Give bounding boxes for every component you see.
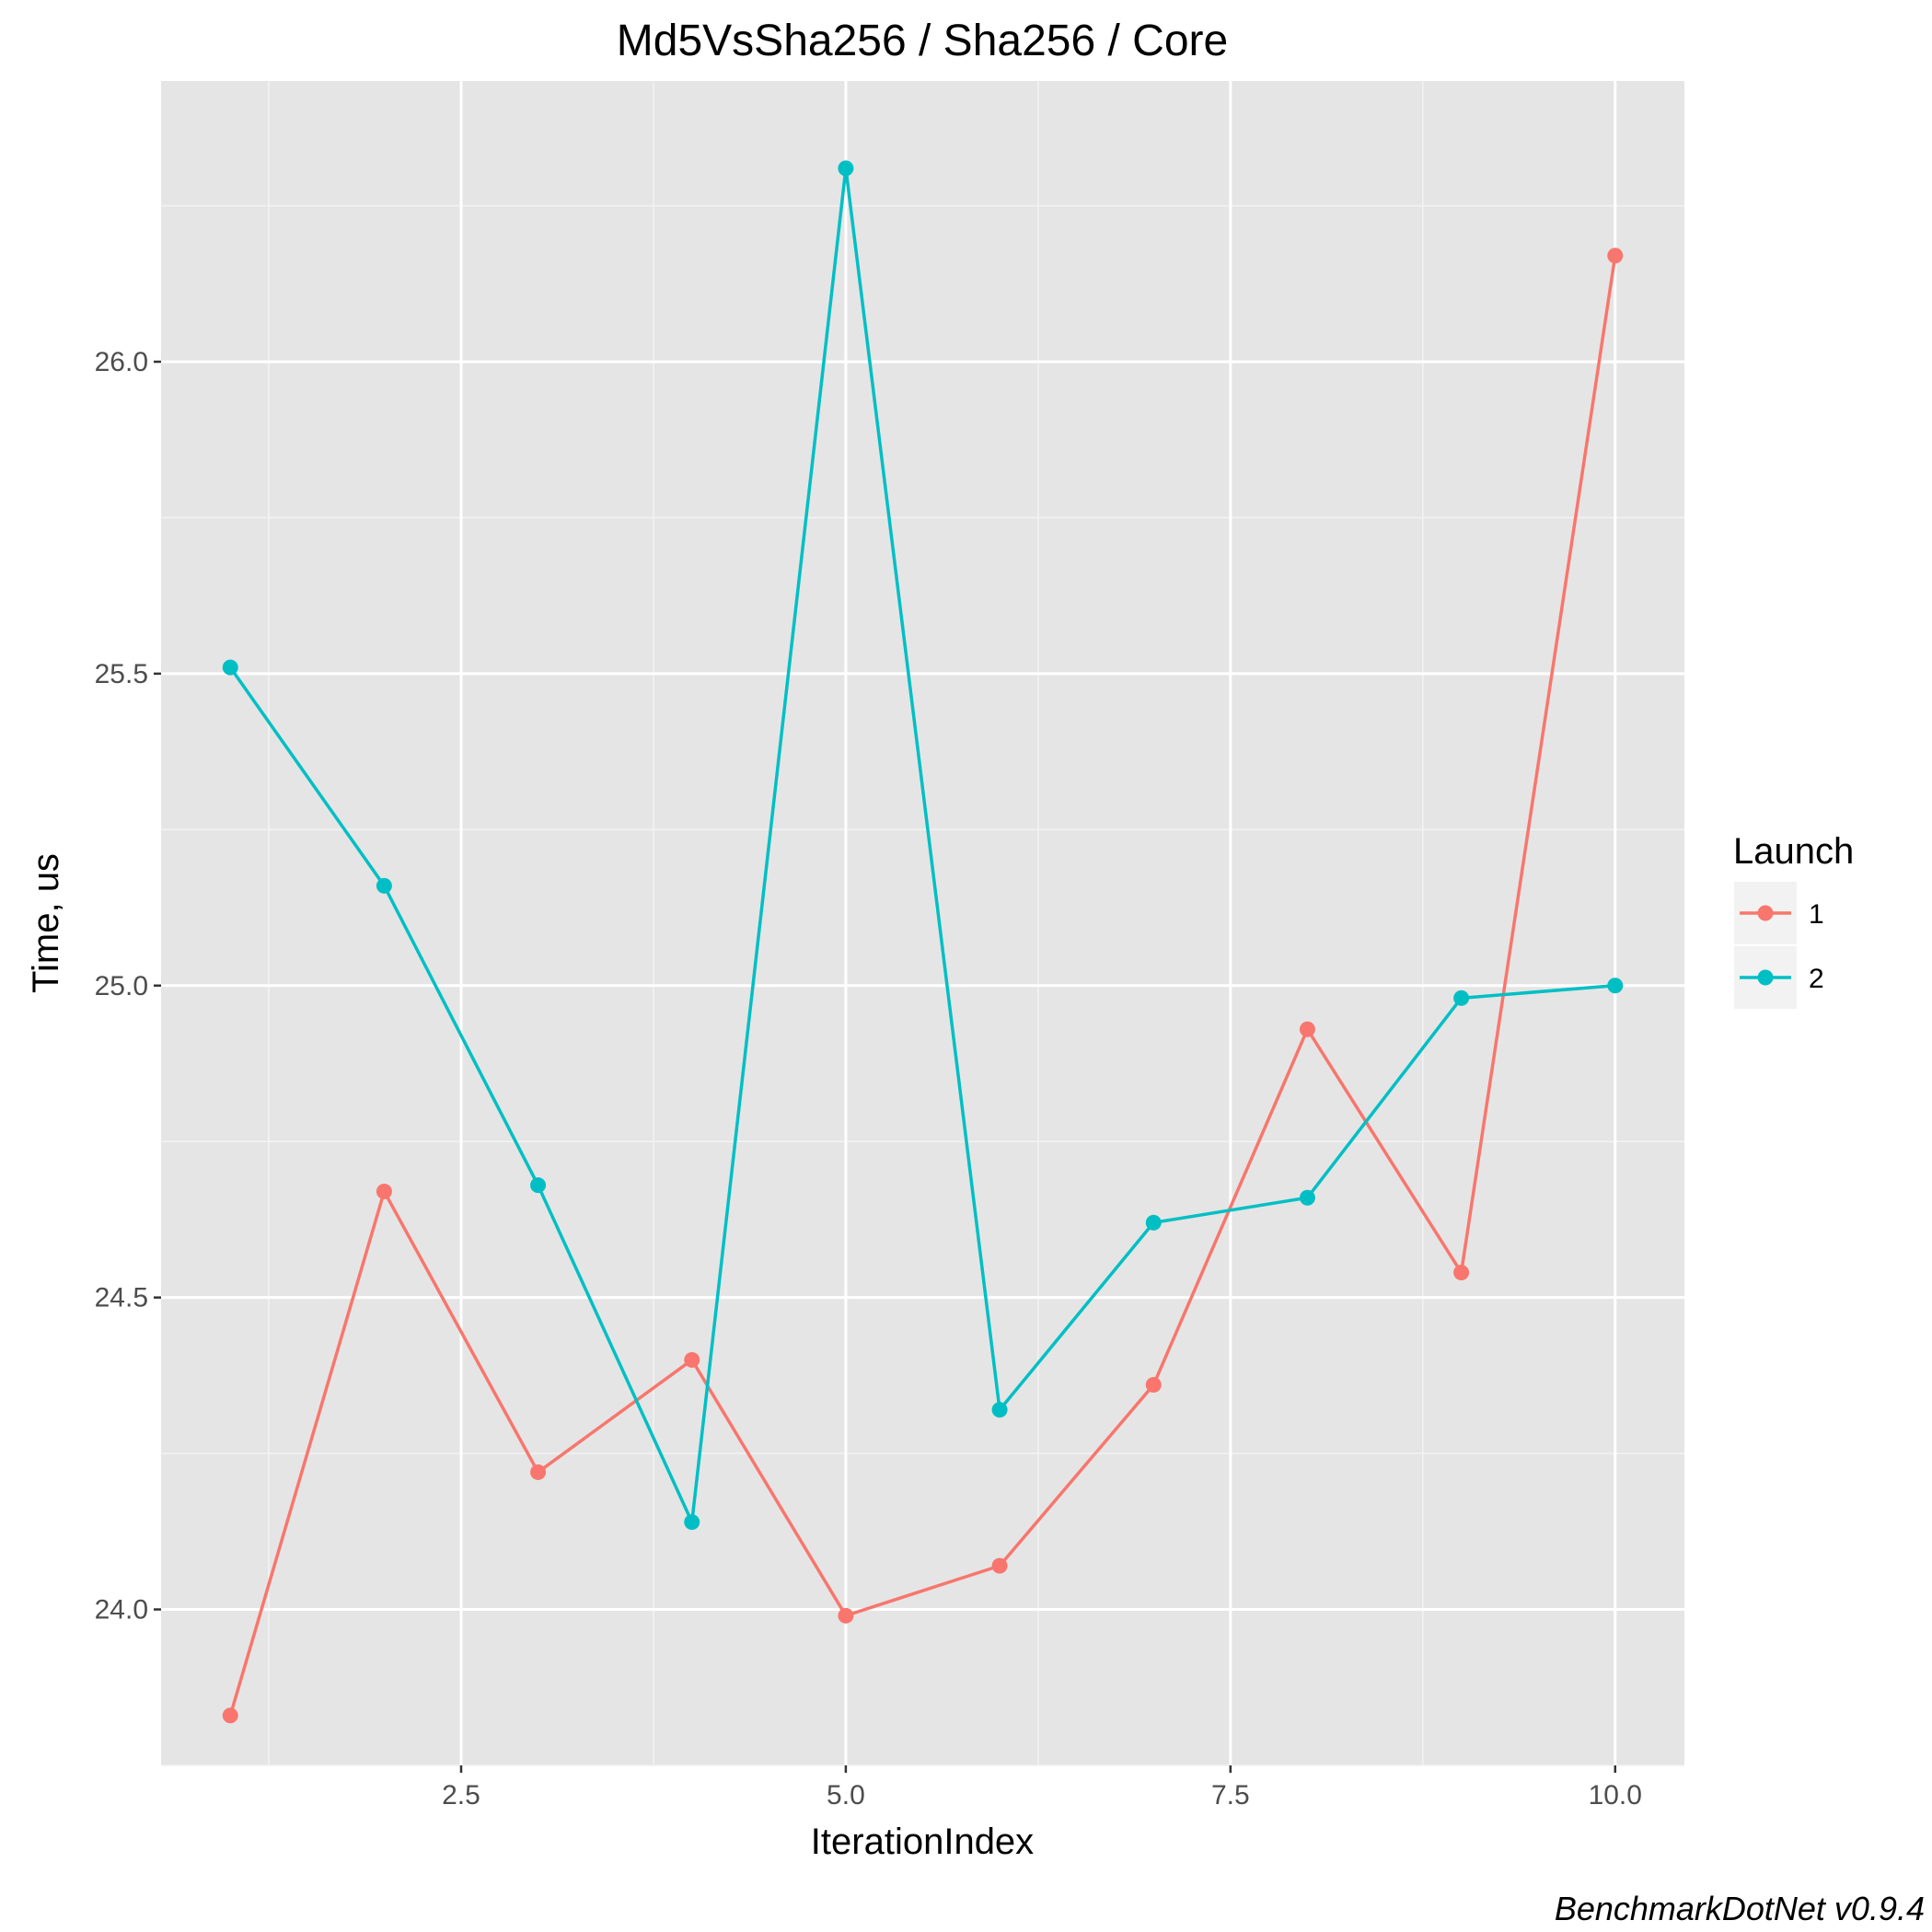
y-tick-label: 25.0: [95, 971, 148, 1001]
series-1-point: [838, 1607, 854, 1624]
series-2-point: [838, 160, 854, 177]
series-1-point: [991, 1557, 1008, 1574]
series-2-point: [376, 877, 392, 894]
series-2-point: [1145, 1214, 1162, 1231]
series-2-point: [222, 659, 238, 676]
series-2-point: [1299, 1189, 1315, 1206]
x-tick-label: 5.0: [827, 1780, 865, 1811]
series-1-point: [1145, 1377, 1162, 1394]
y-tick-label: 25.5: [95, 659, 148, 689]
plot-panel: [161, 81, 1684, 1765]
series-2-point: [991, 1402, 1008, 1418]
legend: Launch 1 2: [1733, 831, 1854, 1009]
legend-title: Launch: [1733, 831, 1854, 872]
series-1-point: [530, 1463, 547, 1480]
y-tick-label: 26.0: [95, 347, 148, 377]
chart-title: Md5VsSha256 / Sha256 / Core: [617, 17, 1228, 65]
y-tick-label: 24.0: [95, 1595, 148, 1625]
series-1-point: [1299, 1021, 1315, 1037]
series-2-line: [228, 167, 1615, 1524]
series-1-point: [684, 1351, 700, 1368]
series-2-point: [1607, 978, 1624, 994]
legend-label: 2: [1809, 964, 1824, 994]
series-1-line: [228, 255, 1617, 1717]
x-axis: 2.5 5.0 7.5 10.0: [442, 1765, 1642, 1811]
series-1-point: [376, 1183, 392, 1199]
x-tick-label: 7.5: [1211, 1780, 1250, 1811]
series-1-point: [222, 1707, 238, 1724]
y-tick-label: 24.5: [95, 1283, 148, 1313]
series-2-point: [1453, 989, 1470, 1006]
y-axis-title: Time, us: [26, 853, 66, 993]
major-gridlines: [161, 81, 1684, 1765]
series-2-point: [684, 1514, 700, 1531]
series-1-point: [1453, 1265, 1470, 1281]
series-layer: [222, 160, 1624, 1724]
legend-label: 1: [1809, 899, 1824, 930]
series-1-point: [1607, 248, 1624, 264]
legend-key-point: [1757, 969, 1774, 986]
x-tick-label: 2.5: [442, 1780, 480, 1811]
series-2-point: [530, 1177, 547, 1194]
legend-key-point: [1757, 905, 1774, 921]
caption: BenchmarkDotNet v0.9.4: [1555, 1890, 1925, 1927]
y-axis: 24.0 24.5 25.0 25.5 26.0: [95, 347, 161, 1625]
x-tick-label: 10.0: [1589, 1780, 1642, 1811]
x-axis-title: IterationIndex: [811, 1822, 1034, 1862]
